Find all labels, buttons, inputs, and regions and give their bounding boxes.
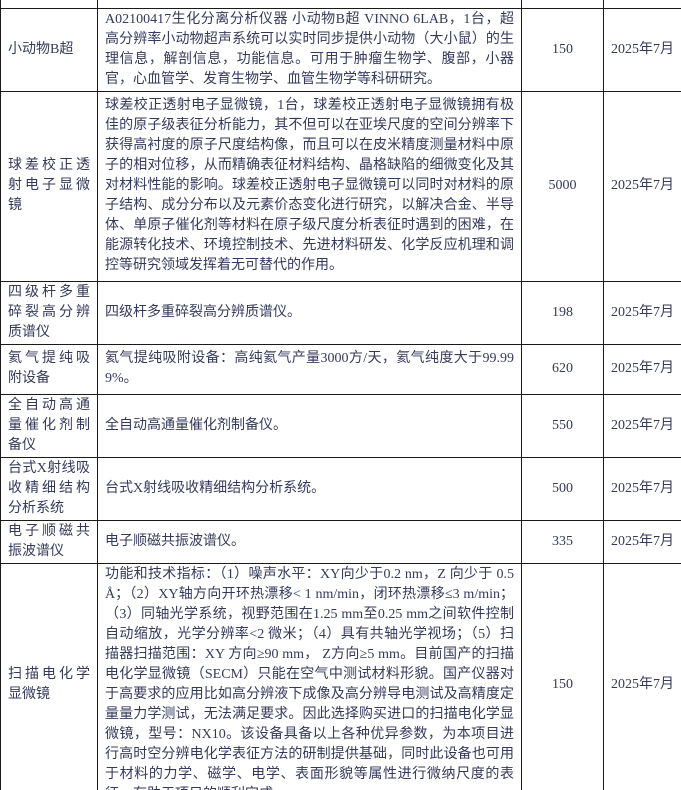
- table-row: 台式X射线吸收精细结构分析系统 台式X射线吸收精细结构分析系统。 500 202…: [0, 456, 681, 521]
- budget-cell: 150: [521, 7, 604, 92]
- table-row-partial-top: [0, 0, 681, 9]
- equipment-name-cell: 球差校正透射电子显微镜: [0, 90, 98, 282]
- table-row: 球差校正透射电子显微镜 球差校正透射电子显微镜，1台，球差校正透射电子显微镜拥有…: [0, 90, 681, 282]
- description-cell: 氦气提纯吸附设备：高纯氦气产量3000方/天，氦气纯度大于99.999%。: [97, 343, 522, 395]
- date-cell: [603, 0, 681, 9]
- date-cell: 2025年7月: [603, 343, 681, 395]
- budget-cell: 550: [521, 393, 604, 458]
- equipment-name-cell: 小动物B超: [0, 7, 98, 92]
- equipment-name-cell: 台式X射线吸收精细结构分析系统: [0, 456, 98, 521]
- budget-cell: 150: [521, 562, 604, 790]
- equipment-name-cell: 氦气提纯吸附设备: [0, 343, 98, 395]
- description-cell: 全自动高通量催化剂制备仪。: [97, 393, 522, 458]
- table-row: 电子顺磁共振波谱仪 电子顺磁共振波谱仪。 335 2025年7月: [0, 519, 681, 564]
- description-cell: 四级杆多重碎裂高分辨质谱仪。: [97, 280, 522, 345]
- budget-cell: [521, 0, 604, 9]
- description-cell: 功能和技术指标：（1）噪声水平：XY向少于0.2 nm，Z 向少于 0.5 Å；…: [97, 562, 522, 790]
- equipment-name-cell: 扫描电化学显微镜: [0, 562, 98, 790]
- budget-cell: 620: [521, 343, 604, 395]
- table-row: 氦气提纯吸附设备 氦气提纯吸附设备：高纯氦气产量3000方/天，氦气纯度大于99…: [0, 343, 681, 395]
- table-row: 四级杆多重碎裂高分辨质谱仪 四级杆多重碎裂高分辨质谱仪。 198 2025年7月: [0, 280, 681, 345]
- equipment-name-cell: 四级杆多重碎裂高分辨质谱仪: [0, 280, 98, 345]
- budget-cell: 198: [521, 280, 604, 345]
- description-cell: A02100417生化分离分析仪器 小动物B超 VINNO 6LAB，1台，超高…: [97, 7, 522, 92]
- budget-cell: 5000: [521, 90, 604, 282]
- date-cell: 2025年7月: [603, 7, 681, 92]
- table-row: 小动物B超 A02100417生化分离分析仪器 小动物B超 VINNO 6LAB…: [0, 7, 681, 92]
- budget-cell: 335: [521, 519, 604, 564]
- equipment-name-cell: [0, 0, 98, 9]
- table-row: 扫描电化学显微镜 功能和技术指标：（1）噪声水平：XY向少于0.2 nm，Z 向…: [0, 562, 681, 790]
- date-cell: 2025年7月: [603, 393, 681, 458]
- budget-cell: 500: [521, 456, 604, 521]
- date-cell: 2025年7月: [603, 456, 681, 521]
- description-cell: [97, 0, 522, 9]
- date-cell: 2025年7月: [603, 562, 681, 790]
- table-row: 全自动高通量催化剂制备仪 全自动高通量催化剂制备仪。 550 2025年7月: [0, 393, 681, 458]
- date-cell: 2025年7月: [603, 519, 681, 564]
- description-cell: 台式X射线吸收精细结构分析系统。: [97, 456, 522, 521]
- equipment-name-cell: 全自动高通量催化剂制备仪: [0, 393, 98, 458]
- date-cell: 2025年7月: [603, 90, 681, 282]
- date-cell: 2025年7月: [603, 280, 681, 345]
- equipment-name-cell: 电子顺磁共振波谱仪: [0, 519, 98, 564]
- description-cell: 球差校正透射电子显微镜，1台，球差校正透射电子显微镜拥有极佳的原子级表征分析能力…: [97, 90, 522, 282]
- description-cell: 电子顺磁共振波谱仪。: [97, 519, 522, 564]
